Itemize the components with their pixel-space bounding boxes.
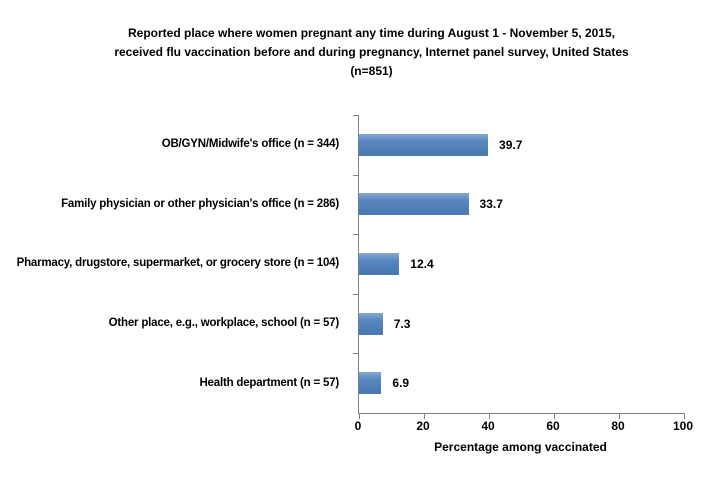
bar-row: 33.7 <box>359 175 684 235</box>
category-label-row: Pharmacy, drugstore, supermarket, or gro… <box>0 234 348 294</box>
x-tick-label: 40 <box>481 419 495 433</box>
chart-title-line-3: (n=851) <box>350 64 393 78</box>
x-tick-label: 80 <box>611 419 625 433</box>
bar-pharmacy-store <box>359 252 400 275</box>
category-label-row: Family physician or other physician's of… <box>0 175 348 235</box>
category-label-row: Other place, e.g., workplace, school (n … <box>0 294 348 354</box>
category-label-row: Health department (n = 57) <box>0 353 348 413</box>
category-label: Other place, e.g., workplace, school (n … <box>108 317 340 330</box>
plot-area: 39.7 33.7 12.4 7.3 6.9 <box>353 115 685 419</box>
chart-title: Reported place where women pregnant any … <box>36 24 707 81</box>
category-label: Health department (n = 57) <box>199 376 339 389</box>
y-axis-tick <box>353 115 359 116</box>
chart-title-line-1: Reported place where women pregnant any … <box>127 26 615 40</box>
x-tick-label: 60 <box>546 419 560 433</box>
category-label-row: OB/GYN/Midwife's office (n = 344) <box>0 115 348 175</box>
y-axis-tick <box>353 293 359 295</box>
category-label: Family physician or other physician's of… <box>61 197 339 210</box>
value-label: 12.4 <box>410 256 434 271</box>
bar-health-department <box>359 372 382 395</box>
bar-obgyn-midwife-office <box>359 133 489 156</box>
x-axis-title: Percentage among vaccinated <box>434 440 607 454</box>
bar-series: 39.7 33.7 12.4 7.3 6.9 <box>359 115 684 413</box>
bar-row: 7.3 <box>359 294 684 354</box>
category-axis-labels: OB/GYN/Midwife's office (n = 344) Family… <box>0 115 348 413</box>
y-axis-tick <box>353 174 359 176</box>
bar-other-place <box>359 312 383 335</box>
chart-title-line-2: received flu vaccination before and duri… <box>114 45 629 59</box>
x-axis-tick <box>684 413 685 419</box>
x-tick-label: 0 <box>354 419 362 433</box>
x-axis-tick <box>424 413 425 419</box>
x-tick-label: 100 <box>672 419 694 433</box>
bar-family-physician-office <box>359 193 469 216</box>
bar-row: 39.7 <box>359 115 684 175</box>
category-label: Pharmacy, drugstore, supermarket, or gro… <box>16 257 340 270</box>
x-axis-tick-labels: 0 20 40 60 80 100 <box>354 419 693 435</box>
value-label: 39.7 <box>499 137 523 152</box>
value-label: 7.3 <box>393 316 411 331</box>
x-axis-tick <box>359 413 360 419</box>
y-axis-tick <box>353 353 359 355</box>
value-label: 33.7 <box>479 197 503 212</box>
value-label: 6.9 <box>392 376 410 391</box>
x-axis-tick <box>554 413 555 419</box>
x-axis-tick <box>489 413 490 419</box>
bar-row: 12.4 <box>359 234 684 294</box>
x-tick-label: 20 <box>416 419 430 433</box>
x-axis-tick <box>619 413 620 419</box>
bar-row: 6.9 <box>359 353 684 413</box>
y-axis-tick <box>353 234 359 236</box>
category-label: OB/GYN/Midwife's office (n = 344) <box>161 138 339 151</box>
